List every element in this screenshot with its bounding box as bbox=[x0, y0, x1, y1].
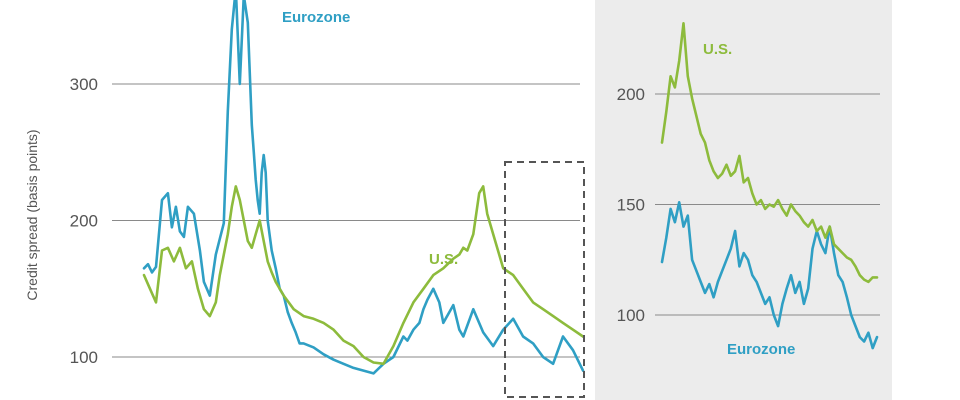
main-y-tick-100: 100 bbox=[70, 348, 98, 367]
inset-y-tick-100: 100 bbox=[617, 306, 645, 325]
main-y-tick-200: 200 bbox=[70, 212, 98, 231]
main-y-tick-labels: 100 200 300 bbox=[70, 75, 98, 367]
inset-series-lines bbox=[660, 22, 879, 350]
inset-y-tick-150: 150 bbox=[617, 196, 645, 215]
inset-background bbox=[595, 0, 892, 400]
main-y-tick-300: 300 bbox=[70, 75, 98, 94]
main-us-label: U.S. bbox=[429, 251, 458, 268]
main-series-lines bbox=[142, 0, 585, 375]
inset-y-tick-labels: 100 150 200 bbox=[617, 85, 645, 325]
inset-eurozone-label: Eurozone bbox=[727, 341, 795, 358]
inset-y-tick-200: 200 bbox=[617, 85, 645, 104]
main-us-line bbox=[142, 185, 585, 366]
main-eurozone-label: Eurozone bbox=[282, 9, 350, 26]
main-eurozone-line bbox=[142, 0, 585, 375]
main-gridlines bbox=[112, 83, 580, 358]
highlight-box bbox=[504, 161, 585, 398]
inset-chart-panel: 100 150 200 U.S. Eurozone bbox=[595, 0, 892, 400]
y-axis-label: Credit spread (basis points) bbox=[24, 129, 40, 300]
inset-eurozone-line bbox=[660, 201, 879, 350]
inset-us-label: U.S. bbox=[703, 41, 732, 58]
inset-us-line bbox=[660, 22, 879, 284]
main-chart-panel: 100 200 300 Credit spread (basis points) E… bbox=[24, 0, 585, 398]
